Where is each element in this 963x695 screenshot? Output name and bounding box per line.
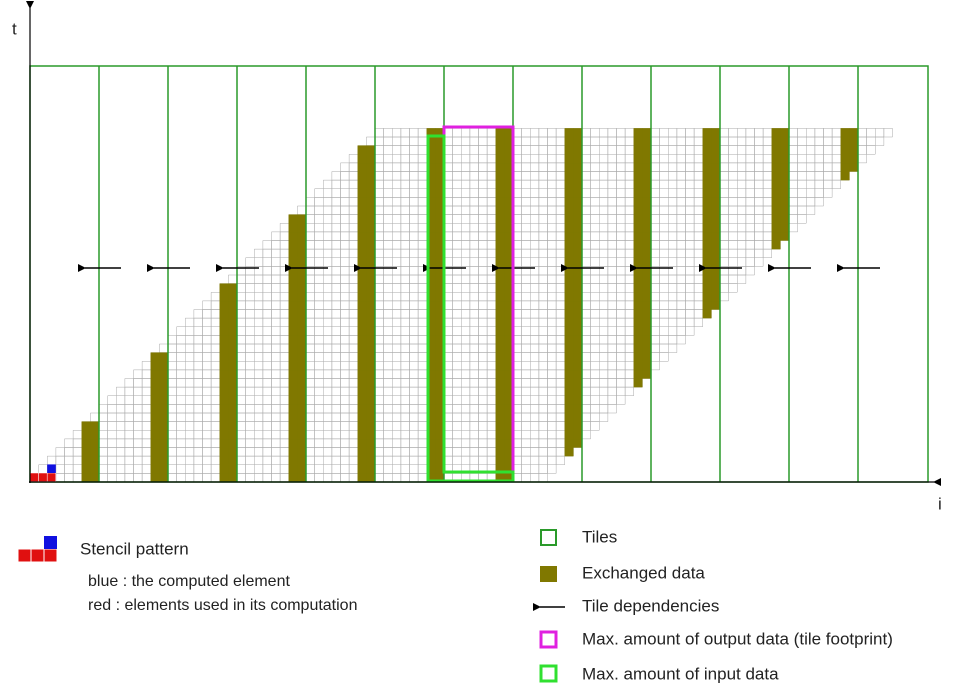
legend-text: Max. amount of output data (tile footpri… <box>582 629 893 648</box>
t-label: t <box>12 19 17 38</box>
legend-text: Max. amount of input data <box>582 664 779 683</box>
legend-input-icon <box>539 664 558 683</box>
stencil-blue <box>47 464 56 473</box>
legend-text: Tile dependencies <box>582 596 719 615</box>
legend-output-icon <box>539 630 558 649</box>
stencil-red <box>29 472 39 482</box>
legend-text: Exchanged data <box>582 563 705 582</box>
legend-blue <box>44 536 57 549</box>
legend-exchanged-icon <box>540 566 557 582</box>
legend-red <box>43 548 58 563</box>
stencil-red <box>46 472 57 482</box>
stencil-red <box>38 472 48 482</box>
legend-tiles-icon <box>540 529 557 546</box>
legend-red <box>17 548 32 563</box>
i-label: i <box>938 494 942 513</box>
stencil-blue-text: blue : the computed element <box>88 573 290 590</box>
stencil-title: Stencil pattern <box>80 539 189 558</box>
input-data <box>426 134 515 483</box>
legend-text: Tiles <box>582 527 617 546</box>
stencil-red-text: red : elements used in its computation <box>88 597 357 614</box>
legend-red <box>30 548 45 563</box>
